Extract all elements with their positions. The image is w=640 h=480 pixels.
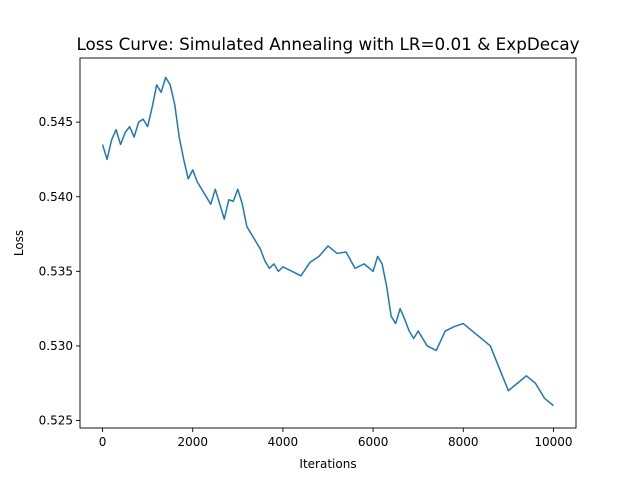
- series-line-0: [101, 76, 554, 407]
- x-axis-label: Iterations: [299, 457, 356, 471]
- x-axis: 0 2000 4000 6000 8000 10000: [99, 428, 573, 449]
- y-tick-label: 0.540: [39, 190, 73, 204]
- x-tick-label: 4000: [268, 435, 299, 449]
- chart-title: Loss Curve: Simulated Annealing with LR=…: [76, 34, 579, 54]
- x-tick-label: 10000: [534, 435, 572, 449]
- y-tick-label: 0.530: [39, 339, 73, 353]
- plot-frame: [79, 57, 577, 429]
- x-tick-label: 8000: [448, 435, 479, 449]
- y-tick-label: 0.535: [39, 264, 73, 278]
- x-tick-label: 2000: [177, 435, 208, 449]
- y-tick-label: 0.545: [39, 115, 73, 129]
- y-axis: 0.525 0.530 0.535 0.540 0.545: [39, 115, 80, 428]
- x-tick-label: 6000: [358, 435, 389, 449]
- y-axis-label: Loss: [12, 230, 26, 256]
- y-tick-label: 0.525: [39, 414, 73, 428]
- plot-series: [101, 76, 554, 407]
- x-tick-label: 0: [99, 435, 107, 449]
